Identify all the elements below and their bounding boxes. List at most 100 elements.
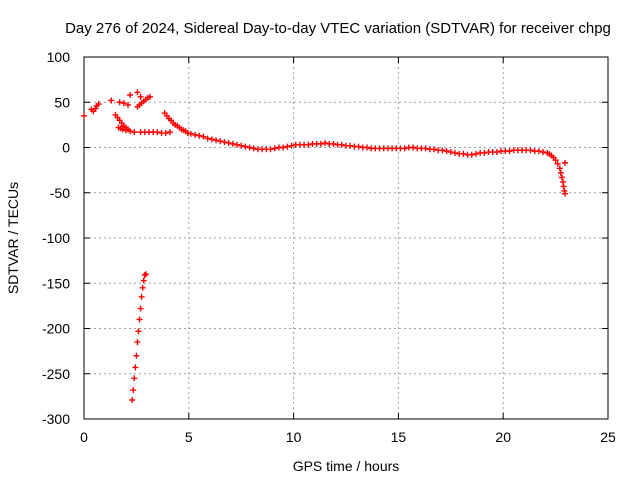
data-point [431,146,438,153]
data-point [131,375,138,382]
data-point [493,149,500,156]
data-point [460,150,467,157]
data-point [116,99,123,106]
data-point [238,142,245,149]
data-point [554,160,561,167]
data-point [540,149,547,156]
data-point [535,148,542,155]
data-point [127,92,134,99]
x-tick-label: 0 [80,429,88,445]
y-tick-label: 50 [54,94,70,110]
data-point [472,150,479,157]
chart-title: Day 276 of 2024, Sidereal Day-to-day VTE… [65,20,611,37]
data-point [330,140,337,147]
data-point [363,144,370,151]
y-tick-label: 0 [62,140,70,156]
data-series [81,89,569,403]
x-tick-label: 10 [286,429,302,445]
x-tick-label: 15 [391,429,407,445]
data-point [200,133,207,140]
data-point [557,169,564,176]
data-point [451,149,458,156]
data-point [135,328,142,335]
data-point [162,130,169,137]
data-point [552,157,559,164]
data-point [322,139,329,146]
data-point [288,142,295,149]
data-point [81,112,87,119]
data-point [443,148,450,155]
plot-frame [83,56,609,420]
data-point [410,144,417,151]
y-tick-label: -150 [42,275,70,291]
data-point [132,364,139,371]
data-point [131,129,138,136]
data-point [562,159,569,166]
x-tick-label: 5 [185,429,193,445]
data-point [401,145,408,152]
data-point [125,101,132,108]
data-point [154,129,161,136]
data-point [139,284,146,291]
y-tick-label: -50 [50,185,70,201]
data-point [355,143,362,150]
data-point [562,190,569,197]
x-axis-label: GPS time / hours [293,458,400,474]
data-point [137,305,144,312]
data-point [447,149,454,156]
data-point [134,89,141,96]
y-tick-label: -100 [42,230,70,246]
data-point [134,339,141,346]
data-point [560,183,567,190]
x-tick-label: 25 [600,429,616,445]
x-tick-label: 20 [495,429,511,445]
data-point [250,145,257,152]
y-tick-label: -200 [42,321,70,337]
tick-layer: 0 5 10 15 20 25 -300 -250 -200 -150 -100 -50 0 50 100 [42,49,616,445]
data-point [141,272,148,279]
data-point [338,141,345,148]
data-point [108,97,115,104]
data-point [242,143,249,150]
data-point [184,130,191,137]
data-point [221,139,228,146]
data-point [119,126,126,133]
data-point [130,387,137,394]
data-point [92,105,99,112]
data-point [166,129,173,136]
data-point [225,139,232,146]
y-tick-label: -250 [42,366,70,382]
data-point [284,143,291,150]
data-point [347,142,354,149]
data-point [122,127,129,134]
grid-layer [84,57,608,419]
data-point [208,136,215,143]
y-tick-label: -300 [42,411,70,427]
data-point [204,135,211,142]
data-point [305,141,312,148]
data-point [138,293,145,300]
y-axis-label: SDTVAR / TECUs [5,182,21,294]
data-point [439,147,446,154]
data-point [217,138,224,145]
data-point [506,148,513,155]
data-point [133,352,140,359]
data-point [556,165,563,172]
data-point [213,137,220,144]
data-point [234,141,241,148]
data-point [142,271,149,278]
data-point [468,151,475,158]
data-point [147,93,154,100]
data-point [140,277,147,284]
data-point [137,93,144,100]
data-point [481,149,488,156]
data-point [120,100,127,107]
data-point [317,140,324,147]
data-point [246,144,253,151]
data-point [527,147,534,154]
data-point [129,396,136,403]
data-point [229,140,236,147]
data-point [422,145,429,152]
y-tick-label: 100 [47,49,71,65]
